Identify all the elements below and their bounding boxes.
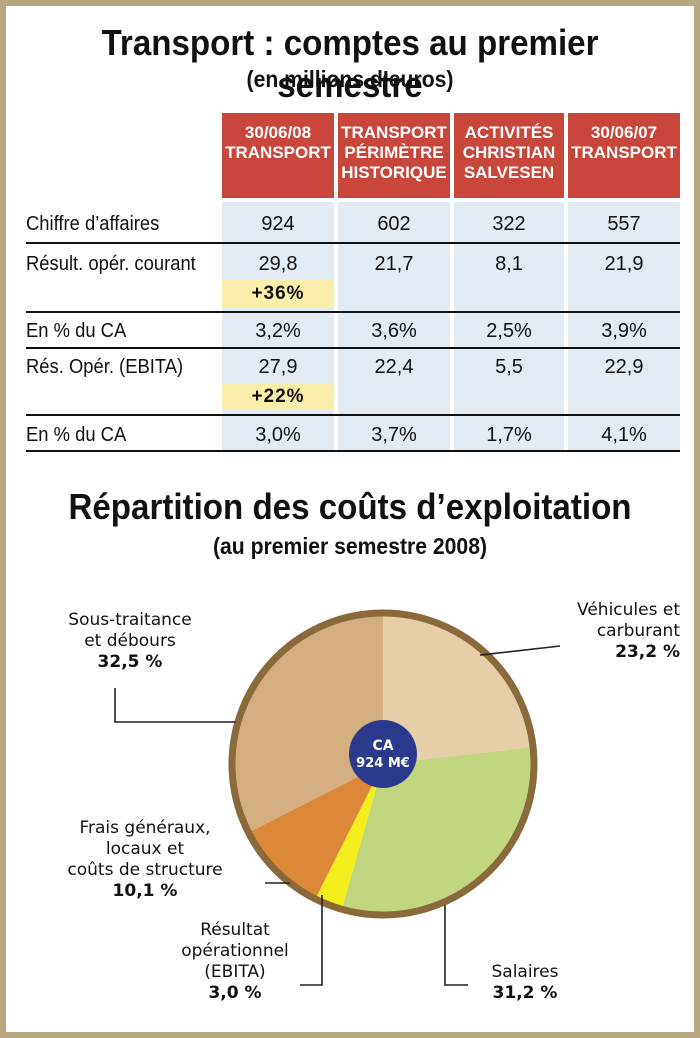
slice-name-line: opérationnel [181,941,289,961]
slice-percent: 23,2 % [615,642,680,662]
table-cell: 3,7% [371,424,417,446]
leader-line [300,895,323,986]
pie-slice [234,616,383,832]
table-cell: 3,6% [371,320,417,342]
table-cell: 4,1% [601,424,647,446]
growth-badge-roc: +36% [222,280,334,307]
pie-slice [342,747,531,912]
slice-percent: 31,2 % [492,983,558,1003]
column-header-christian-salvesen: ACTIVITÉS CHRISTIAN SALVESEN [454,113,564,198]
table-cell: 2,5% [486,320,532,342]
table-cell: 22,9 [604,356,644,378]
leader-line [480,645,561,656]
table-cell: 3,0% [255,424,301,446]
table-cell: 5,5 [495,356,523,378]
pie-slice [316,764,383,907]
row-label-ebita: Rés. Opér. (EBITA) [26,356,184,378]
row-divider [26,414,680,416]
row-label-pct-ca-1: En % du CA [26,320,127,342]
row-label-pct-ca-2: En % du CA [26,424,127,446]
row-divider [26,242,680,244]
slice-label-salaires: Salaires 31,2 % [460,962,590,1004]
table-cell: 8,1 [495,253,523,275]
slice-name-line: et débours [84,631,176,651]
table-cell: 22,4 [374,356,414,378]
center-badge [349,720,417,788]
leader-line [444,905,468,986]
table-title: Transport : comptes au premier semestre [101,22,599,105]
table-cell: 322 [492,213,526,235]
slice-label-vehicules: Véhicules et carburant 23,2 % [520,600,680,663]
column-header-30-06-07: 30/06/07 TRANSPORT [568,113,680,198]
center-label-amount: 924 M€ [356,756,410,771]
center-label-ca: CA [372,738,393,754]
table-cell: 29,8 [258,253,298,275]
chart-subtitle: (au premier semestre 2008) [212,533,488,559]
slice-percent: 10,1 % [112,881,178,901]
slice-name-line: Résultat [200,920,270,940]
table-cell: 1,7% [486,424,532,446]
table-cell: 27,9 [258,356,298,378]
pie-rim [228,609,538,919]
row-divider [26,347,680,349]
row-divider [26,450,680,452]
column-header-perimetre-historique: TRANSPORT PÉRIMÈTRE HISTORIQUE [338,113,450,198]
slice-label-sous-traitance: Sous-traitance et débours 32,5 % [40,610,220,673]
growth-badge-ebita: +22% [222,383,334,410]
slice-label-ebita: Résultat opérationnel (EBITA) 3,0 % [160,920,310,1004]
table-cell: 21,7 [374,253,414,275]
slice-name-line: Véhicules et [577,600,680,620]
table-cell: 924 [261,213,295,235]
slice-name-line: locaux et [105,839,185,859]
table-cell: 602 [377,213,411,235]
slice-name-line: carburant [596,621,680,641]
row-divider [26,311,680,313]
slice-name-line: Salaires [491,962,559,982]
column-header-30-06-08: 30/06/08 TRANSPORT [222,113,334,198]
pie-slice [251,764,383,897]
chart-title: Répartition des coûts d’exploitation [68,486,632,527]
slice-name-line: coûts de structure [67,860,223,880]
slice-name-line: Frais généraux, [79,818,211,838]
row-label-resultat-operationnel-courant: Résult. opér. courant [26,253,196,275]
table-cell: 21,9 [604,253,644,275]
table-cell: 3,9% [601,320,647,342]
row-label-chiffre-affaires: Chiffre d’affaires [26,213,160,235]
leader-line [114,688,236,723]
slice-name-line: Sous-traitance [68,610,192,630]
table-cell: 3,2% [255,320,301,342]
pie-slice [383,616,531,764]
table-cell: 557 [607,213,641,235]
slice-percent: 32,5 % [97,652,163,672]
slice-label-frais-generaux: Frais généraux, locaux et coûts de struc… [30,818,260,902]
table-subtitle: (en millions d’euros) [246,66,454,92]
slice-percent: 3,0 % [208,983,262,1003]
slice-name-line: (EBITA) [204,962,266,982]
